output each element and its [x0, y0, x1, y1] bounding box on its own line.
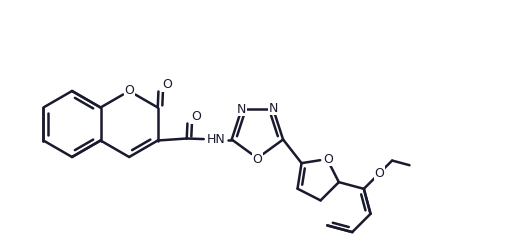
Text: N: N: [237, 103, 246, 116]
Text: O: O: [323, 153, 333, 166]
Text: HN: HN: [206, 133, 225, 146]
Text: O: O: [252, 153, 262, 166]
Text: O: O: [124, 84, 134, 98]
Text: N: N: [269, 102, 278, 115]
Text: O: O: [162, 78, 172, 91]
Text: O: O: [374, 167, 384, 180]
Text: O: O: [191, 110, 201, 123]
